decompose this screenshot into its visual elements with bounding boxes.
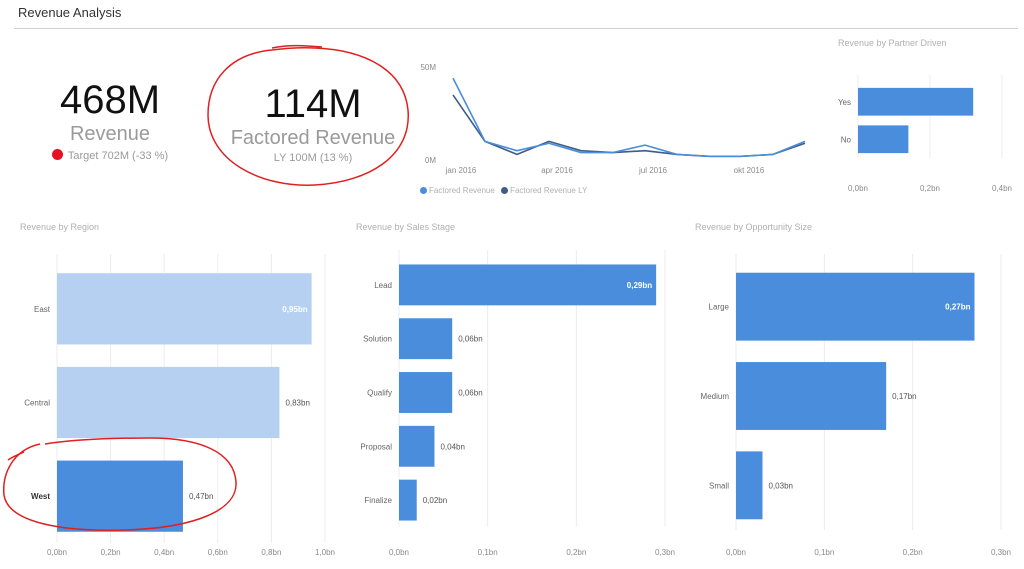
category-label: East (34, 305, 51, 314)
data-label: 0,29bn (627, 281, 652, 290)
category-label: No (841, 135, 852, 144)
data-label: 0,47bn (189, 492, 213, 501)
x-tick-label: 1,0bn (315, 548, 335, 557)
x-tick-label: 0,3bn (991, 548, 1011, 557)
bar-large (736, 272, 975, 341)
x-tick-label: 0,2bn (101, 548, 121, 557)
west-annotation-ellipse (3, 437, 237, 531)
revenue-value: 468M (59, 78, 161, 122)
category-label: Medium (701, 392, 730, 401)
partner-driven-title: Revenue by Partner Driven (838, 38, 947, 48)
data-label: 0,04bn (440, 442, 464, 451)
bar-lead (399, 264, 657, 306)
opportunity-size-title: Revenue by Opportunity Size (695, 222, 813, 232)
legend-label-factored: Factored Revenue (429, 186, 495, 195)
revenue-target: Target 702M (-33 %) (15, 149, 205, 162)
y-tick-label: 0M (425, 156, 436, 165)
bar-central (57, 366, 280, 439)
legend-swatch-factored-ly (501, 187, 509, 194)
x-tick-label: 0,0bn (47, 548, 67, 557)
bar-proposal (399, 425, 435, 467)
data-label: 0,03bn (769, 481, 793, 490)
category-label: Small (709, 481, 729, 490)
revenue-kpi-card[interactable]: 468M Revenue Target 702M (-33 %) (15, 78, 205, 173)
kpi-annotation-ellipse (207, 44, 409, 186)
x-tick-label: 0,2bn (903, 548, 923, 557)
data-label: 0,95bn (282, 305, 307, 314)
data-label: 0,02bn (423, 496, 447, 505)
category-label: Lead (374, 281, 392, 290)
partner-driven-chart[interactable]: 0,0bn 0,2bn 0,4bn Yes No (830, 55, 1020, 200)
x-tick-label: 0,0bn (848, 184, 868, 193)
bar-west (57, 460, 183, 532)
x-tick-label: 0,4bn (992, 184, 1012, 193)
sales-stage-chart[interactable]: 0,0bn 0,1bn 0,2bn 0,3bn Lead 0,29bn Solution 0,… (345, 240, 685, 565)
x-tick-label: apr 2016 (541, 166, 573, 175)
data-label: 0,06bn (458, 389, 482, 398)
region-chart[interactable]: 0,0bn 0,2bn 0,4bn 0,6bn 0,8bn 1,0bn East 0,95bn… (0, 240, 345, 565)
x-tick-label: jul 2016 (638, 166, 668, 175)
category-label: Solution (363, 335, 392, 344)
factored-revenue-label: Factored Revenue (230, 127, 396, 149)
y-tick-label: 50M (420, 63, 436, 72)
bar-yes (858, 87, 974, 116)
factored-revenue-kpi-card[interactable]: 114M Factored Revenue LY 100M (13 %) (218, 82, 408, 177)
bar-east (57, 273, 312, 345)
legend-label-factored-ly: Factored Revenue LY (510, 186, 588, 195)
x-tick-label: jan 2016 (445, 166, 477, 175)
line-legend: Factored Revenue Factored Revenue LY (420, 186, 587, 195)
sales-stage-title: Revenue by Sales Stage (356, 222, 456, 232)
data-label: 0,83bn (285, 399, 309, 408)
data-label: 0,06bn (458, 335, 482, 344)
region-title: Revenue by Region (20, 222, 100, 232)
x-tick-label: 0,3bn (655, 548, 675, 557)
series-line-factored-revenue (452, 77, 806, 158)
revenue-trend-chart[interactable]: 0M 50M jan 2016 apr 2016 jul 2016 okt 2016 Fa… (415, 55, 815, 200)
opportunity-size-chart[interactable]: 0,0bn 0,1bn 0,2bn 0,3bn Large 0,27bn Medium 0,1… (685, 240, 1020, 565)
status-dot-icon (51, 149, 63, 160)
x-tick-label: 0,4bn (154, 548, 174, 557)
data-label: 0,17bn (892, 392, 916, 401)
bar-small (736, 451, 763, 520)
x-tick-label: 0,8bn (261, 548, 281, 557)
category-label: Finalize (364, 496, 392, 505)
revenue-label: Revenue (69, 123, 151, 145)
bar-medium (736, 362, 887, 430)
factored-revenue-ly: LY 100M (13 %) (273, 152, 353, 164)
x-tick-label: 0,2bn (920, 184, 940, 193)
title-divider (14, 28, 1018, 29)
bar-no (858, 125, 909, 154)
bar-finalize (399, 479, 417, 521)
category-label: Central (24, 399, 50, 408)
x-tick-label: 0,6bn (208, 548, 228, 557)
data-label: 0,27bn (945, 303, 970, 312)
x-tick-label: 0,1bn (478, 548, 498, 557)
category-label: Large (709, 303, 730, 312)
x-tick-label: 0,2bn (566, 548, 586, 557)
x-tick-label: 0,1bn (814, 548, 834, 557)
bar-solution (399, 318, 453, 360)
revenue-target-text: Target 702M (-33 %) (67, 150, 169, 162)
bar-qualify (399, 372, 453, 413)
x-tick-label: 0,0bn (389, 548, 409, 557)
x-tick-label: okt 2016 (734, 166, 765, 175)
x-tick-label: 0,0bn (726, 548, 746, 557)
factored-revenue-value: 114M (264, 82, 362, 126)
line-chart-svg: 0M 50M jan 2016 apr 2016 jul 2016 okt 2016 (420, 63, 806, 175)
category-label: West (31, 492, 50, 501)
category-label: Qualify (367, 389, 392, 398)
legend-swatch-factored (420, 187, 427, 194)
page-title: Revenue Analysis (18, 5, 122, 20)
category-label: Yes (838, 98, 851, 107)
category-label: Proposal (360, 442, 392, 451)
